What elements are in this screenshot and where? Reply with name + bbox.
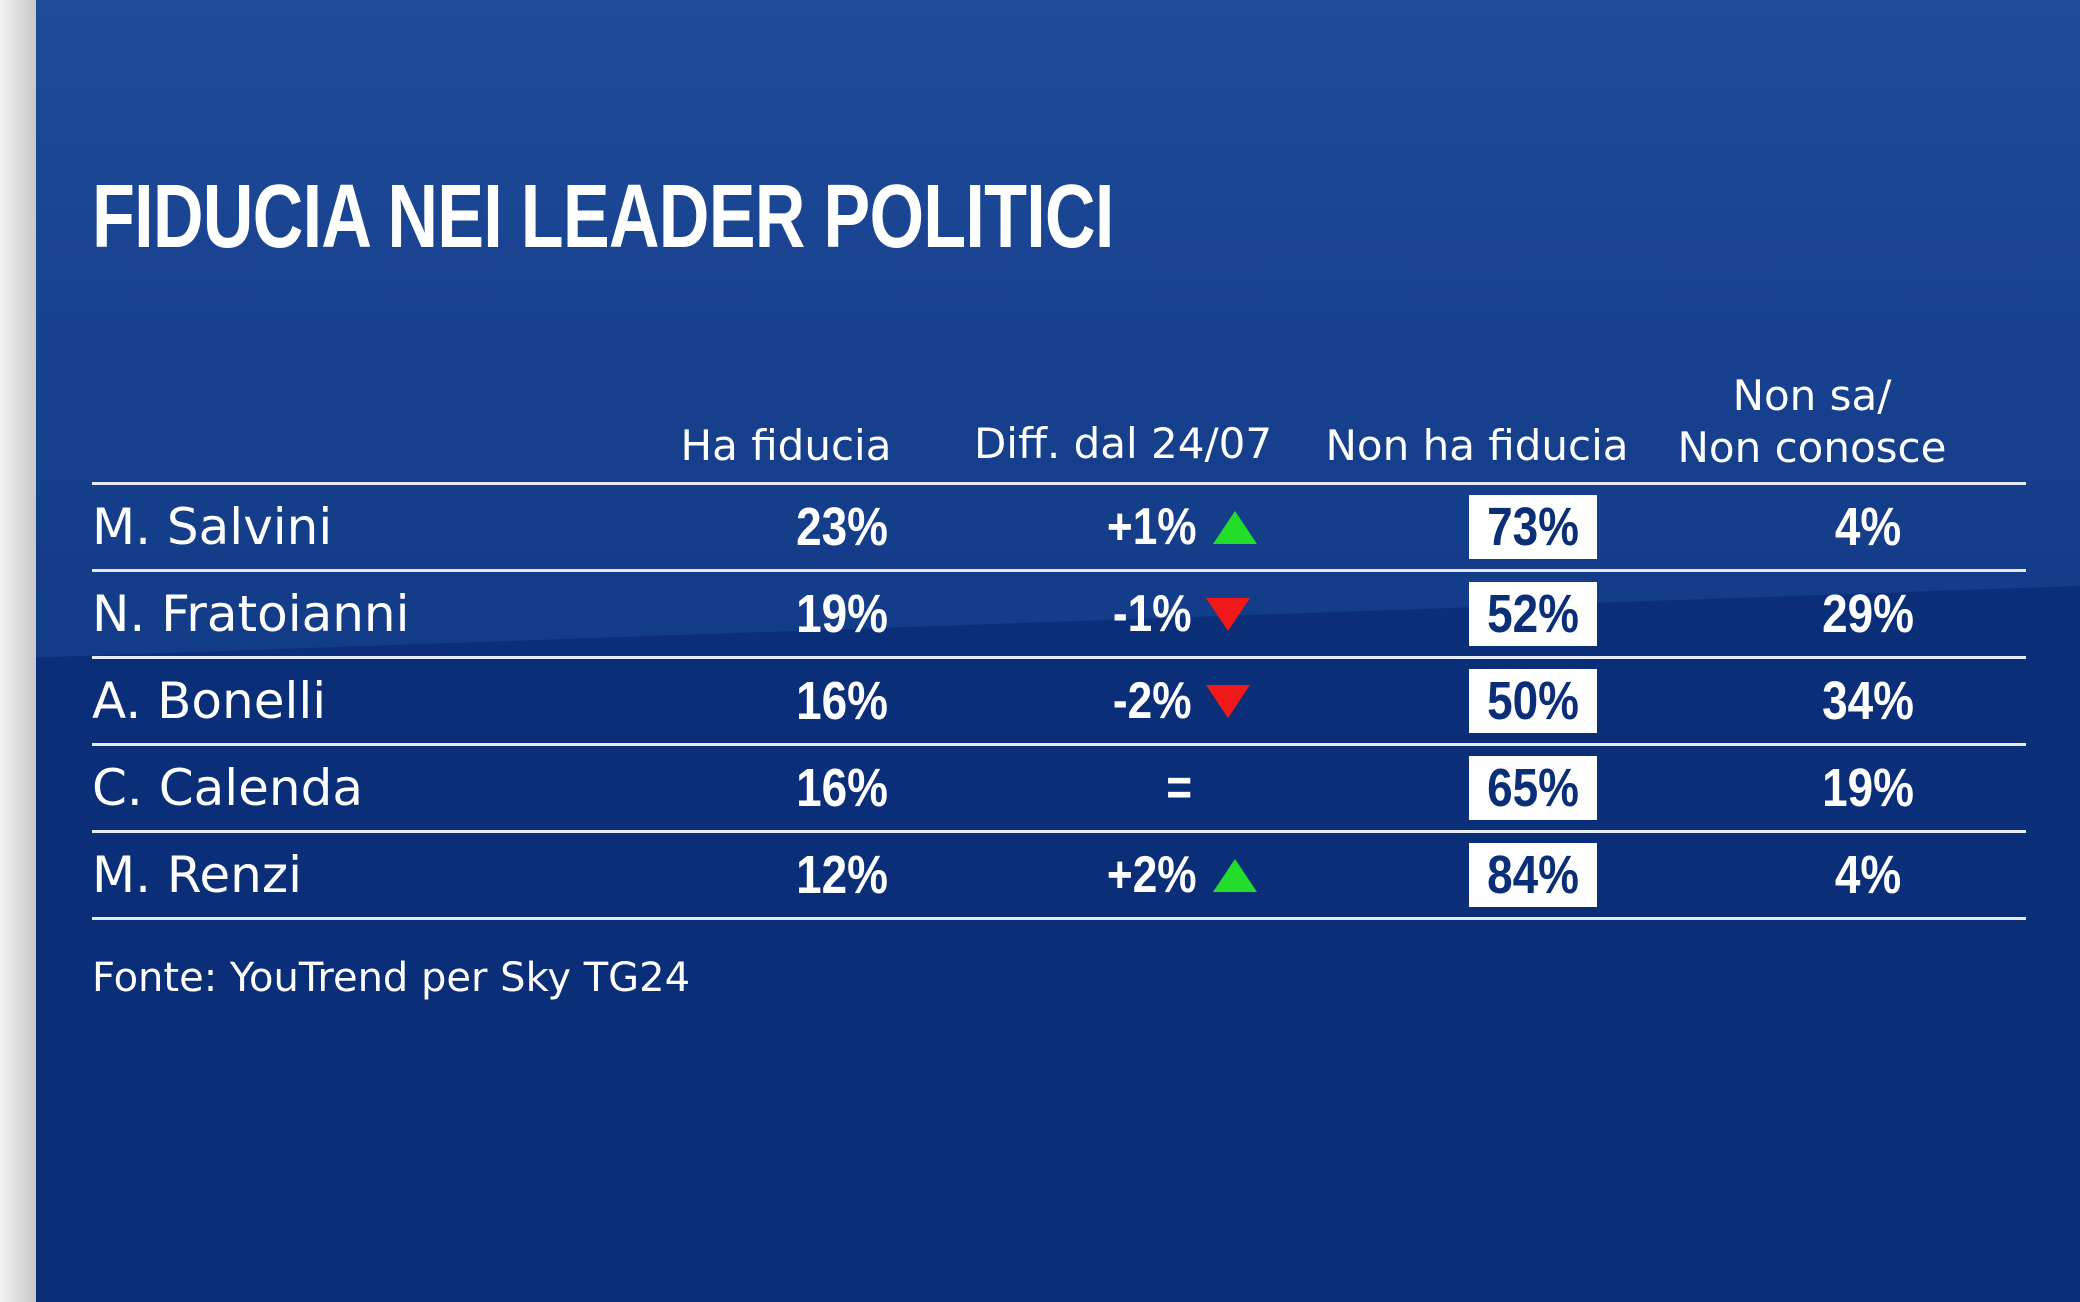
leader-name: M. Renzi (92, 846, 303, 904)
diff-cell: -2% (1029, 659, 1329, 743)
trend-up-icon (1212, 859, 1257, 892)
diff-value: -2% (1112, 672, 1192, 730)
header-non-ha-fiducia-label: Non ha fiducia (1325, 421, 1629, 470)
header-non-sa-line2: Non conosce (1677, 423, 1947, 472)
chart-panel: FIDUCIA NEI LEADER POLITICI Ha fiducia D… (36, 0, 2080, 1302)
non-ha-fiducia-box: 65% (1469, 756, 1597, 820)
ha-fiducia-text: 19% (796, 584, 888, 644)
ha-fiducia-value: 12% (692, 833, 992, 917)
trend-down-icon (1206, 685, 1251, 718)
non-sa-text: 34% (1822, 671, 1914, 731)
table-row: N. Fratoianni 19% -1% 52% 29% (92, 572, 2026, 656)
non-sa-value: 34% (1718, 659, 2018, 743)
leader-name: C. Calenda (92, 759, 363, 817)
ha-fiducia-value: 16% (692, 746, 992, 830)
non-ha-fiducia-value: 52% (1487, 584, 1579, 644)
leader-name: A. Bonelli (92, 672, 327, 730)
trend-down-icon (1206, 598, 1251, 631)
diff-value: +1% (1107, 498, 1197, 556)
left-edge-strip (0, 0, 36, 1302)
row-rule (92, 830, 2026, 833)
non-sa-value: 29% (1718, 572, 2018, 656)
non-sa-value: 4% (1718, 833, 2018, 917)
row-rule (92, 917, 2026, 920)
ha-fiducia-text: 16% (796, 758, 888, 818)
diff-value: = (1166, 759, 1192, 817)
non-sa-text: 4% (1834, 497, 1902, 557)
diff-cell: = (1029, 746, 1329, 830)
diff-cell: +2% (1029, 833, 1329, 917)
background-sheen (36, 0, 2080, 658)
header-ha-fiducia: Ha fiducia (636, 420, 936, 472)
non-sa-text: 4% (1834, 845, 1902, 905)
ha-fiducia-value: 23% (692, 485, 992, 569)
ha-fiducia-value: 19% (692, 572, 992, 656)
non-ha-fiducia-box: 50% (1469, 669, 1597, 733)
table-row: C. Calenda 16% = 65% 19% (92, 746, 2026, 830)
header-ha-fiducia-label: Ha fiducia (680, 421, 892, 470)
header-non-sa-line1: Non sa/ (1732, 371, 1892, 420)
header-rule (92, 482, 2026, 485)
diff-cell: -1% (1029, 572, 1329, 656)
trend-up-icon (1212, 511, 1257, 544)
ha-fiducia-text: 12% (796, 845, 888, 905)
leader-name: N. Fratoianni (92, 585, 410, 643)
diff-value: -1% (1112, 585, 1192, 643)
non-ha-fiducia-value: 50% (1487, 671, 1579, 731)
non-sa-text: 29% (1822, 584, 1914, 644)
ha-fiducia-text: 16% (796, 671, 888, 731)
non-sa-text: 19% (1822, 758, 1914, 818)
leader-name: M. Salvini (92, 498, 333, 556)
row-rule (92, 569, 2026, 572)
source-note: Fonte: YouTrend per Sky TG24 (92, 955, 691, 1001)
table-row: A. Bonelli 16% -2% 50% 34% (92, 659, 2026, 743)
non-ha-fiducia-box: 84% (1469, 843, 1597, 907)
table-row: M. Renzi 12% +2% 84% 4% (92, 833, 2026, 917)
diff-cell: +1% (1029, 485, 1329, 569)
non-ha-fiducia-box: 73% (1469, 495, 1597, 559)
non-sa-value: 19% (1718, 746, 2018, 830)
non-ha-fiducia-value: 84% (1487, 845, 1579, 905)
non-sa-value: 4% (1718, 485, 2018, 569)
header-non-sa: Non sa/ Non conosce (1652, 370, 1972, 474)
ha-fiducia-text: 23% (796, 497, 888, 557)
header-non-ha-fiducia: Non ha fiducia (1302, 420, 1652, 472)
ha-fiducia-value: 16% (692, 659, 992, 743)
table-row: M. Salvini 23% +1% 73% 4% (92, 485, 2026, 569)
non-ha-fiducia-box: 52% (1469, 582, 1597, 646)
header-diff: Diff. dal 24/07 (973, 418, 1273, 470)
chart-title: FIDUCIA NEI LEADER POLITICI (92, 167, 1114, 267)
non-ha-fiducia-value: 65% (1487, 758, 1579, 818)
row-rule (92, 656, 2026, 659)
header-diff-label: Diff. dal 24/07 (973, 419, 1273, 468)
row-rule (92, 743, 2026, 746)
non-ha-fiducia-value: 73% (1487, 497, 1579, 557)
diff-value: +2% (1107, 846, 1197, 904)
